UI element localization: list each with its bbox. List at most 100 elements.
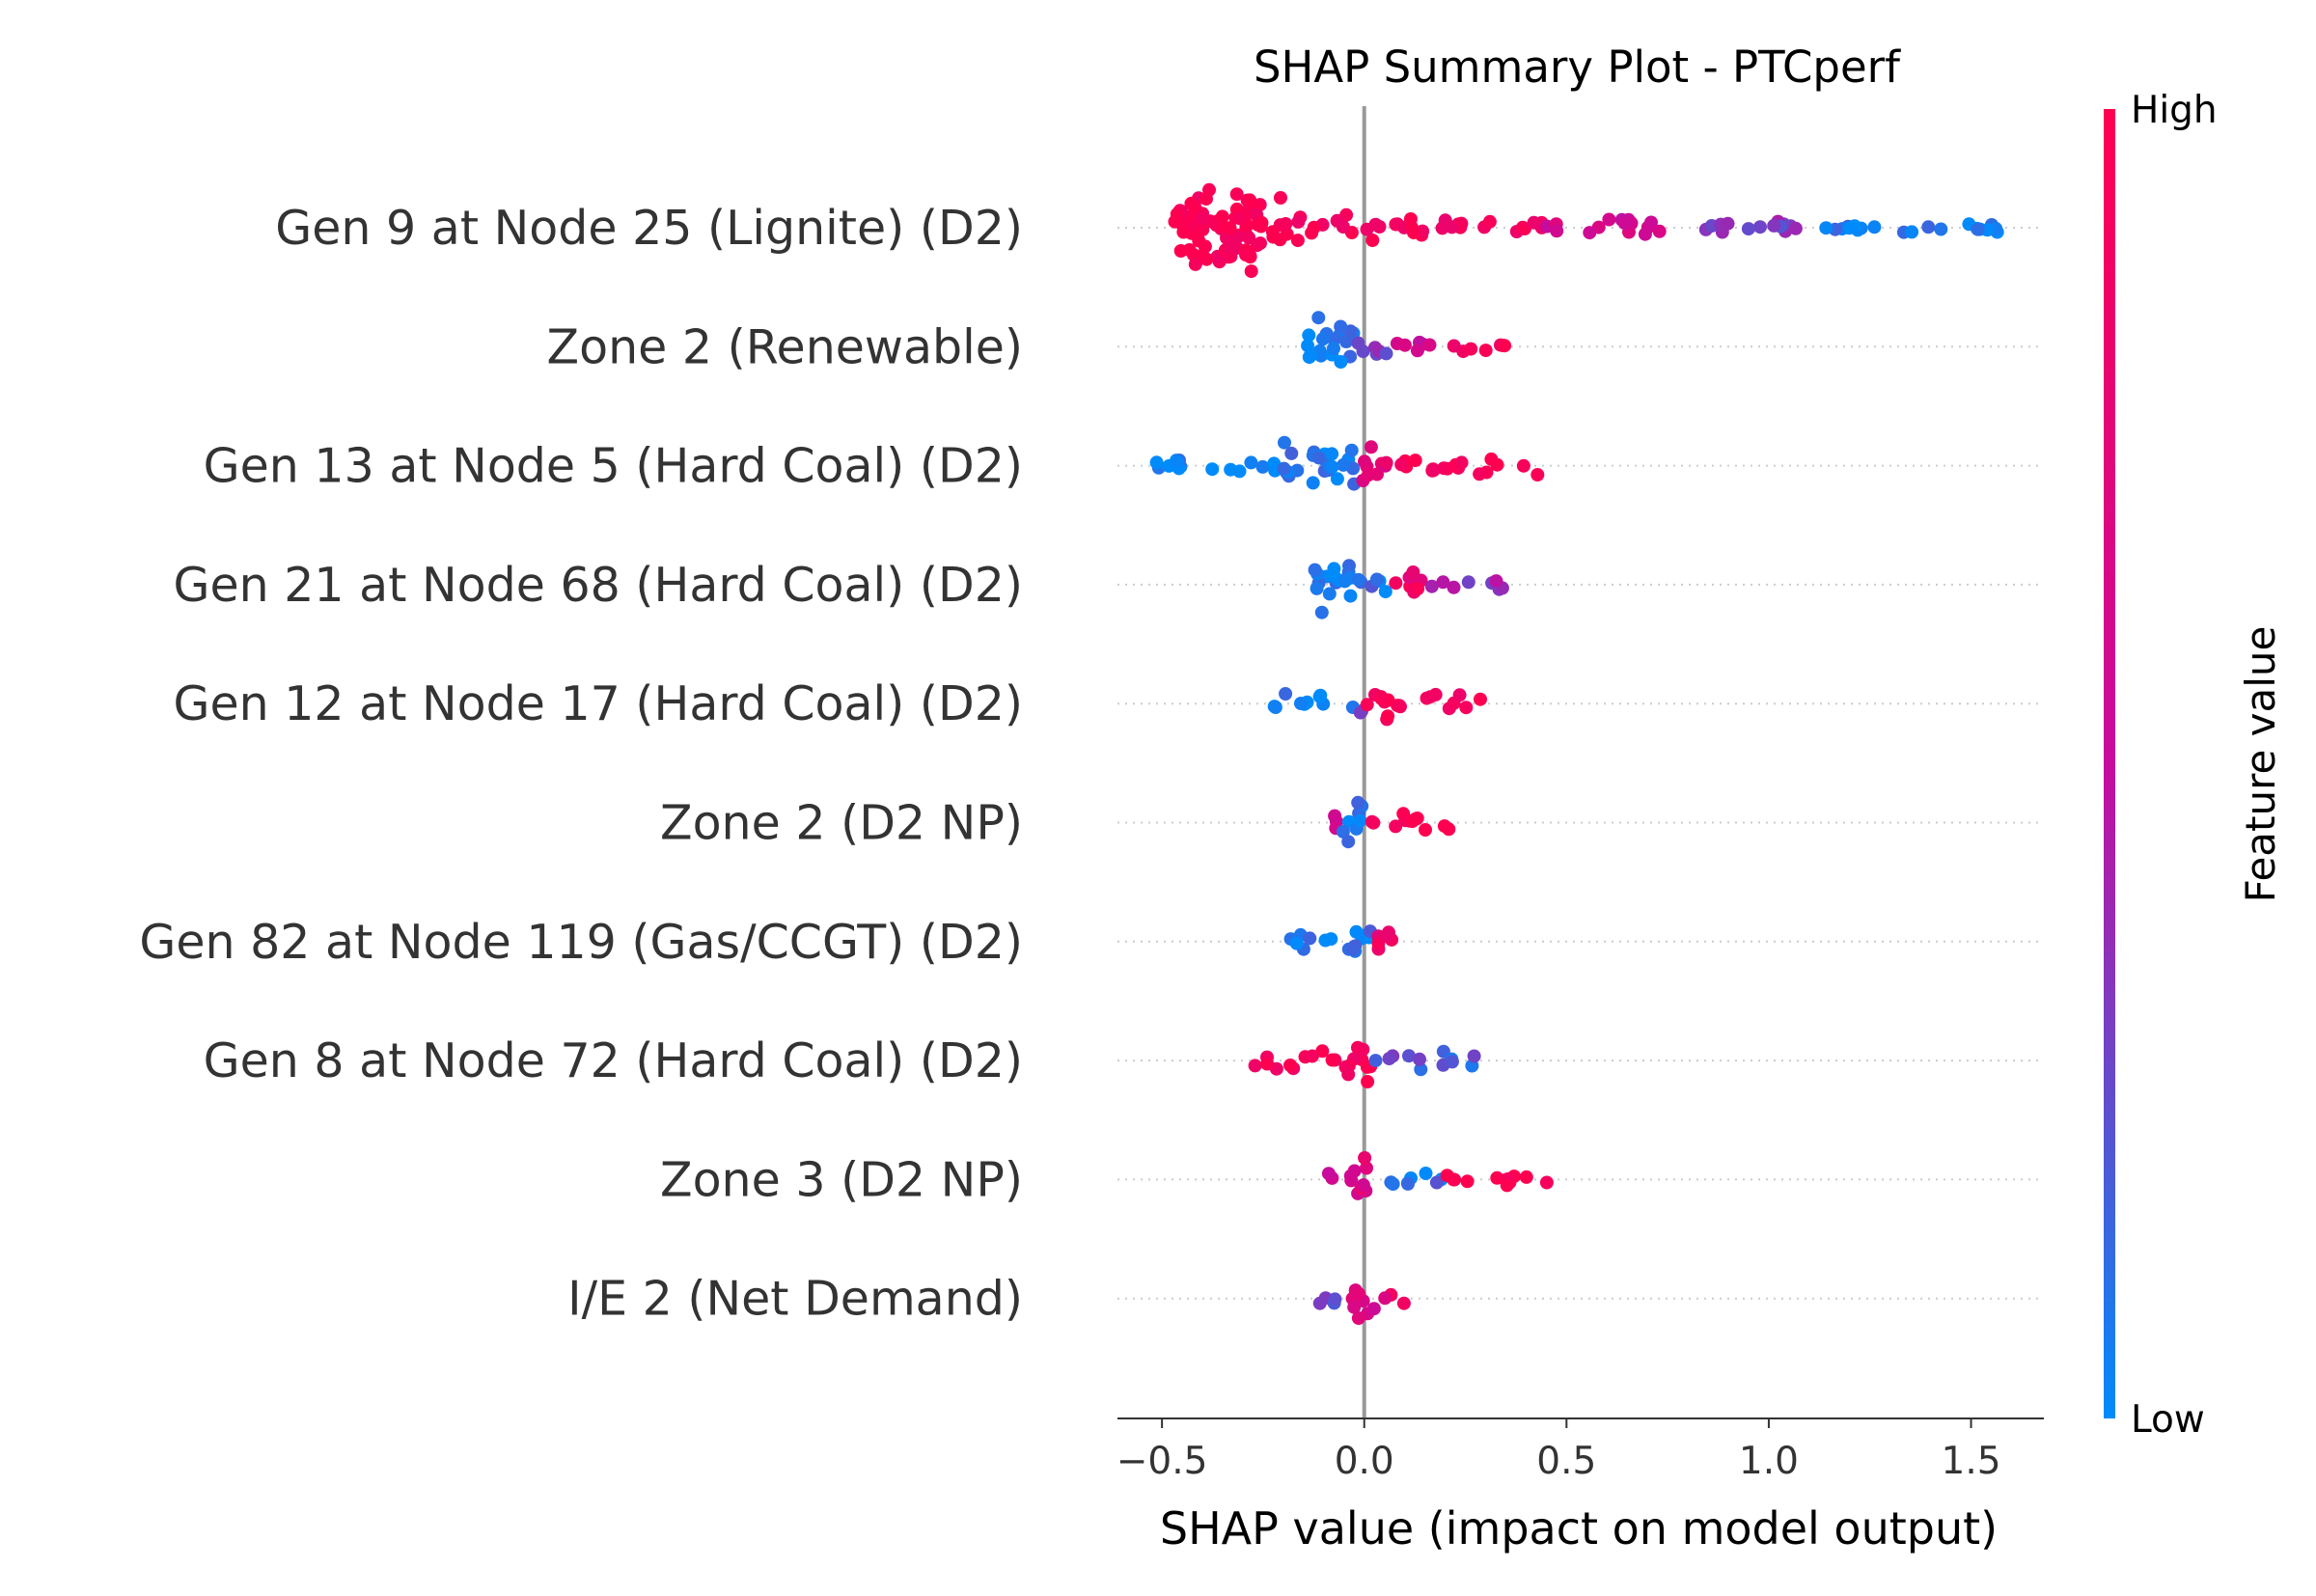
feature-points xyxy=(1168,182,2004,279)
shap-point xyxy=(1188,257,1202,271)
shap-point xyxy=(1360,222,1374,236)
shap-point xyxy=(1445,220,1459,234)
shap-point xyxy=(1268,701,1282,714)
shap-point xyxy=(1442,822,1456,837)
shap-point xyxy=(1361,1075,1375,1088)
shap-point xyxy=(1171,454,1185,469)
shap-point xyxy=(1344,443,1359,457)
shap-point xyxy=(1279,687,1293,701)
shap-point xyxy=(1482,214,1497,229)
shap-point xyxy=(1539,1175,1554,1190)
shap-point xyxy=(1478,344,1493,358)
shap-point xyxy=(1437,461,1451,476)
shap-point xyxy=(1403,212,1418,226)
shap-point xyxy=(1149,455,1164,470)
shap-point xyxy=(1445,1055,1459,1069)
shap-point xyxy=(1239,248,1254,262)
shap-point xyxy=(1291,214,1306,229)
shap-point xyxy=(1379,346,1393,361)
shap-point xyxy=(1196,211,1210,226)
shap-point xyxy=(1638,227,1652,241)
shap-point xyxy=(1365,234,1380,247)
shap-point xyxy=(1391,217,1404,232)
feature-label: Zone 2 (D2 NP) xyxy=(660,796,1023,851)
feature-label: Zone 3 (D2 NP) xyxy=(660,1152,1023,1207)
shap-point xyxy=(1199,192,1213,206)
shap-point xyxy=(1358,1151,1372,1165)
shap-point xyxy=(1366,1302,1381,1316)
shap-point xyxy=(1454,455,1469,470)
shap-point xyxy=(1312,1296,1327,1310)
shap-point xyxy=(1321,1167,1336,1181)
shap-point xyxy=(1980,223,1995,237)
feature-label: Gen 13 at Node 5 (Hard Coal) (D2) xyxy=(204,439,1023,494)
shap-point xyxy=(1311,311,1326,325)
shap-point xyxy=(1447,580,1461,594)
feature-label: Gen 21 at Node 68 (Hard Coal) (D2) xyxy=(174,558,1024,613)
shap-point xyxy=(1341,835,1356,849)
feature-points xyxy=(1308,559,1509,619)
shap-point xyxy=(1283,1059,1297,1072)
shap-point xyxy=(1346,942,1360,956)
shap-point xyxy=(1905,225,1919,239)
x-tick-label: −0.5 xyxy=(1117,1440,1208,1483)
shap-point xyxy=(1379,455,1393,470)
shap-point xyxy=(1223,221,1237,235)
shap-point xyxy=(1260,1057,1275,1071)
shap-point xyxy=(1341,1067,1356,1082)
shap-point xyxy=(1230,230,1245,244)
shap-point xyxy=(1490,1170,1504,1185)
shap-point xyxy=(1182,243,1197,257)
shap-point xyxy=(1527,215,1541,230)
shap-point xyxy=(1473,467,1487,482)
shap-point xyxy=(1583,226,1597,240)
shap-point xyxy=(1326,567,1340,582)
feature-points xyxy=(1301,311,1512,369)
shap-point xyxy=(1394,457,1409,472)
shap-point xyxy=(1411,582,1425,596)
shap-point xyxy=(1424,579,1439,593)
shap-point xyxy=(1192,234,1206,248)
shap-point xyxy=(1406,565,1420,579)
shap-point xyxy=(1353,813,1367,828)
shap-point xyxy=(1337,574,1352,589)
shap-point xyxy=(1304,348,1317,363)
shap-point xyxy=(1379,929,1393,943)
shap-point xyxy=(1184,196,1199,210)
x-axis-ticks: −0.5 0.0 0.5 1.0 1.5 xyxy=(1117,1418,2001,1483)
shap-point xyxy=(1336,220,1350,234)
colorbar xyxy=(2104,109,2115,1418)
shap-point xyxy=(1721,216,1735,231)
shap-point xyxy=(1251,217,1265,232)
shap-point xyxy=(1308,563,1322,577)
shap-point xyxy=(1322,587,1337,601)
feature-points xyxy=(1312,1283,1411,1325)
shap-point xyxy=(1753,220,1767,234)
shap-point xyxy=(1306,476,1320,490)
feature-points xyxy=(1248,1040,1481,1088)
shap-point xyxy=(1602,212,1616,227)
shap-point xyxy=(1215,209,1229,224)
shap-point xyxy=(1347,1300,1362,1314)
shap-point xyxy=(1422,338,1437,352)
shap-point xyxy=(1303,931,1317,946)
shap-point xyxy=(1489,574,1503,589)
shap-point xyxy=(1170,206,1184,221)
shap-point xyxy=(1330,472,1344,486)
shap-point xyxy=(1440,1169,1454,1183)
shap-point xyxy=(1401,1176,1415,1191)
shap-point xyxy=(1429,1175,1444,1190)
shap-point xyxy=(1921,220,1936,234)
shap-point xyxy=(1336,824,1350,839)
shap-point xyxy=(1519,1169,1533,1184)
shap-point xyxy=(1278,435,1291,450)
shap-point xyxy=(1334,319,1348,334)
shap-point xyxy=(1413,1052,1426,1066)
feature-points xyxy=(1149,435,1545,491)
shap-point xyxy=(1349,924,1364,939)
shap-point xyxy=(1277,461,1291,476)
x-tick-label: 1.0 xyxy=(1739,1440,1799,1483)
shap-point xyxy=(1419,823,1432,837)
shap-point xyxy=(1366,815,1381,830)
